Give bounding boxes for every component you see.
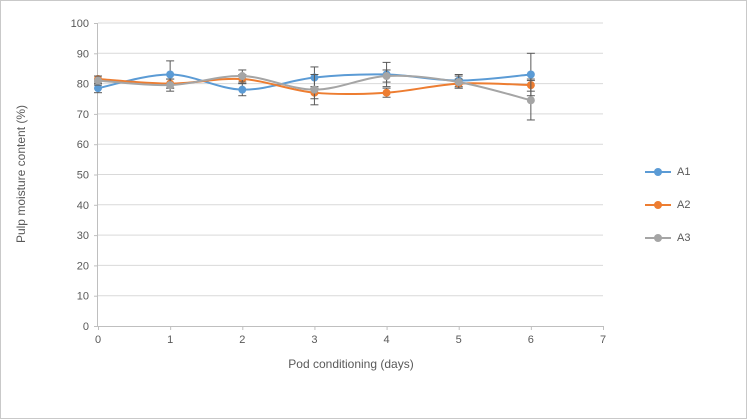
svg-text:5: 5 bbox=[456, 334, 462, 346]
svg-text:0: 0 bbox=[83, 321, 89, 333]
svg-text:100: 100 bbox=[71, 18, 89, 30]
svg-text:0: 0 bbox=[95, 334, 101, 346]
legend-item-a3: A3 bbox=[645, 232, 690, 244]
svg-text:20: 20 bbox=[77, 260, 89, 272]
svg-text:70: 70 bbox=[77, 109, 89, 121]
legend-marker-a2-icon bbox=[645, 201, 671, 209]
legend: A1 A2 A3 bbox=[645, 166, 690, 244]
legend-item-a2: A2 bbox=[645, 199, 690, 211]
svg-text:4: 4 bbox=[384, 334, 390, 346]
legend-label-a3: A3 bbox=[677, 232, 691, 244]
svg-text:2: 2 bbox=[239, 334, 245, 346]
svg-text:90: 90 bbox=[77, 48, 89, 60]
legend-marker-a3-icon bbox=[645, 234, 671, 242]
svg-text:1: 1 bbox=[167, 334, 173, 346]
legend-marker-a1-icon bbox=[645, 168, 671, 176]
svg-text:10: 10 bbox=[77, 291, 89, 303]
svg-text:40: 40 bbox=[77, 200, 89, 212]
x-axis-title: Pod conditioning (days) bbox=[288, 357, 414, 371]
legend-item-a1: A1 bbox=[645, 166, 690, 178]
svg-text:6: 6 bbox=[528, 334, 534, 346]
svg-text:80: 80 bbox=[77, 79, 89, 91]
svg-text:60: 60 bbox=[77, 139, 89, 151]
svg-text:7: 7 bbox=[600, 334, 606, 346]
y-axis-title: Pulp moisture content (%) bbox=[14, 104, 28, 244]
legend-label-a2: A2 bbox=[677, 199, 691, 211]
legend-label-a1: A1 bbox=[677, 166, 691, 178]
svg-text:50: 50 bbox=[77, 170, 89, 182]
svg-text:30: 30 bbox=[77, 230, 89, 242]
svg-text:3: 3 bbox=[311, 334, 317, 346]
